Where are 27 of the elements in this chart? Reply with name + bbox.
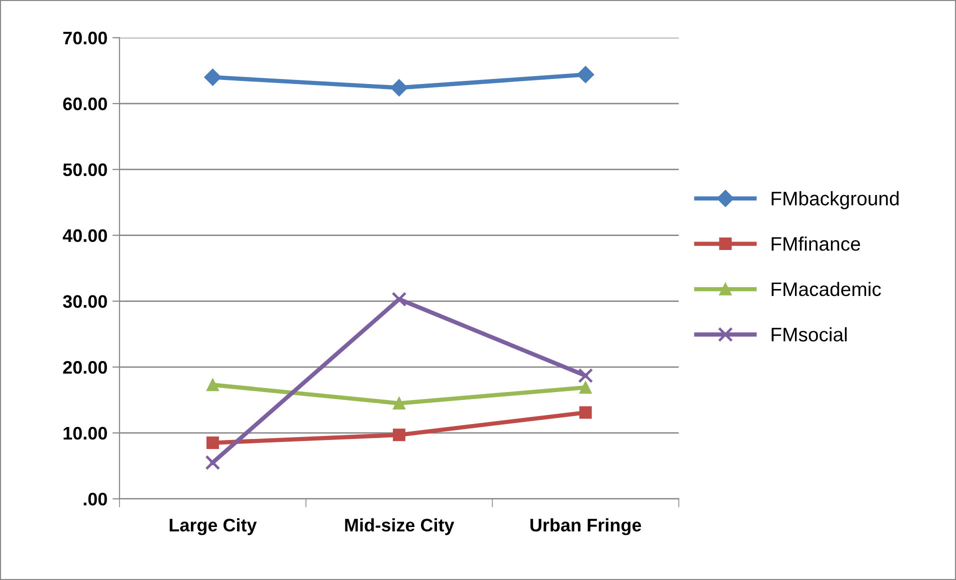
y-tick-label: 40.00 [62,229,107,242]
legend-label: FMsocial [772,327,847,342]
y-tick-label: 70.00 [63,32,107,44]
legend-label: FMacademic [772,282,881,296]
point [392,292,407,307]
x-tick-label: Large City [170,518,257,536]
point [579,406,592,419]
point [579,381,592,394]
point [577,66,594,84]
y-tick-label: 50.00 [63,163,107,176]
point [204,68,222,86]
point [390,79,408,96]
point [392,397,406,410]
point [206,436,219,450]
y-tick-label: 20.00 [63,360,107,374]
legend-label: FMbackground [772,191,899,210]
x-tick-label: Mid-size City [345,518,454,536]
y-tick-label: 30.00 [62,295,107,308]
point [206,378,219,392]
point [392,428,406,442]
point [205,455,220,470]
y-tick-label: 10.00 [64,426,107,440]
point [578,368,594,384]
legend-label: FMfinance [772,236,860,251]
y-tick-label: 60.00 [63,98,107,110]
x-tick-label: Urban Fringe [530,518,642,536]
y-tick-label: .00 [84,492,107,506]
